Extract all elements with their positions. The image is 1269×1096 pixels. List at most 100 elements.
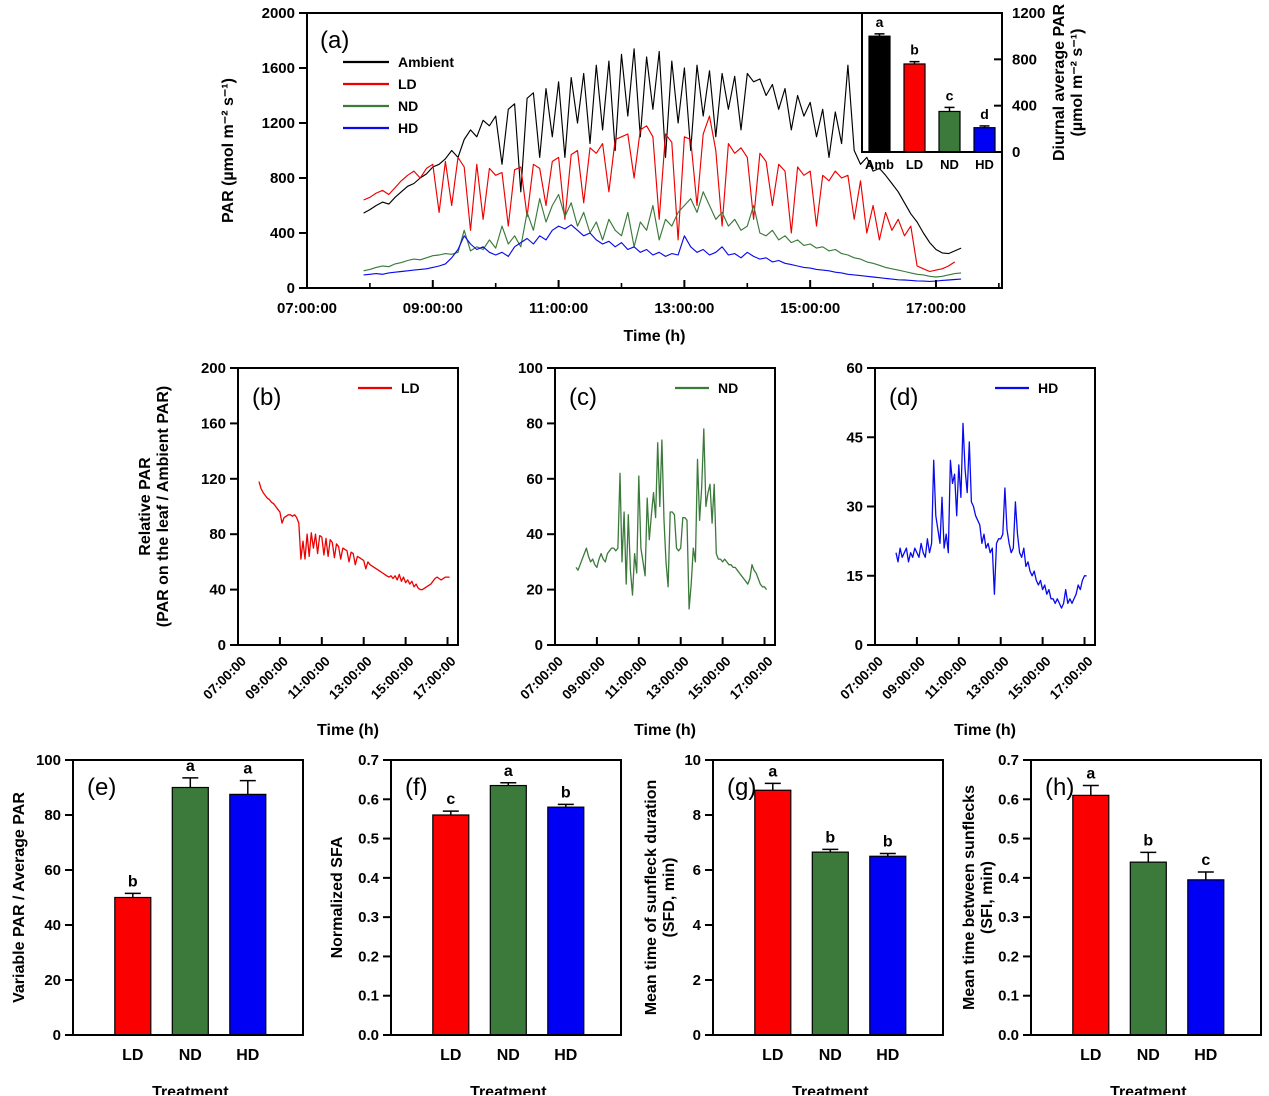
bar-hd [547,806,585,1036]
category-label-ld: LD [762,1047,783,1064]
y-tick-label: 0 [693,1027,701,1044]
x-tick-label: 15:00:00 [368,654,417,703]
y-tick-label: 100 [518,360,543,377]
panel-letter: (e) [87,774,116,801]
category-label-ld: LD [440,1047,461,1064]
plot-frame [237,367,459,646]
y-tick-label: 100 [36,752,61,769]
y-tick-label: 0.6 [358,791,379,808]
panel-letter: (a) [320,27,349,54]
category-label-hd: HD [554,1047,577,1064]
y-tick-label: 0.5 [358,831,379,848]
x-tick-label: 15:00:00 [780,300,840,317]
y-tick-label: 0.1 [358,988,379,1005]
y-axis-label: Normalized SFA [329,836,346,958]
y-axis-label: PAR (µmol m⁻² s⁻¹) [220,78,237,223]
panel-d-svg: 0 15 30 45 60 07:00:0009:00:0011:00:0013:00:0… [837,360,1096,739]
series-nd [363,191,962,278]
y-tick-label: 0.6 [998,791,1019,808]
panel-letter: (f) [405,774,428,801]
y-tick-label: 0.7 [358,752,379,769]
panel-letter: (d) [889,384,918,411]
bar-amb [868,35,891,153]
panel-h-chart: a b c 0.0 0.1 0.2 0.3 0.4 0.5 0.6 0.7 LD ND HD Mean ti… [958,745,1269,1096]
y-tick-label: 400 [1012,98,1037,115]
y-tick-label: 8 [693,807,701,824]
legend-label-nd: ND [718,380,738,396]
y-tick-label: 80 [526,415,543,432]
y-tick-label: 2000 [262,5,295,22]
y-tick-label: 0.5 [998,831,1019,848]
series-hd [363,224,962,282]
y-tick-label: 40 [209,582,226,599]
y-axis-label: Mean time of sunfleck duration(SFD, min) [643,780,678,1016]
x-tick-label: 09:00:00 [559,654,608,703]
x-axis-label: Treatment [792,1084,869,1095]
legend-label-ambient: Ambient [398,54,454,70]
y-tick-label: 2 [693,972,701,989]
x-axis-label: Treatment [1110,1084,1187,1095]
panel-c-chart: 0 20 40 60 80 100 07:00:00 09:00:00 11:00:00 13:0… [437,350,802,747]
y-tick-label: 400 [270,225,295,242]
bar-hd [1187,879,1225,1036]
x-tick-label: 11:00:00 [529,300,588,317]
y-tick-label: 20 [44,972,61,989]
y-tick-label: 40 [44,917,61,934]
y-tick-label: 1200 [262,115,295,132]
y-axis-label: Variable PAR / Average PAR [11,792,28,1003]
panel-a-chart: 0 400 800 1200 1600 2000 07:00:00 09:00:00 11:00… [175,0,1269,353]
series-ld [258,481,450,591]
x-tick-label: 15:00:00 [1005,654,1054,703]
panel-letter: (b) [252,384,281,411]
x-tick-label: 11:00:00 [285,654,333,702]
category-label-nd: ND [497,1047,520,1064]
category-label-amb: Amb [865,157,894,172]
y-tick-label: 0 [287,280,295,297]
y-tick-label: 0.2 [998,948,1019,965]
panel-g-svg: a b b 0 2 4 6 8 10 LD ND HD Mean time of sunfleck du… [643,752,944,1096]
plot-frame [72,759,304,1036]
category-label-nd: ND [819,1047,842,1064]
bar-ld [903,63,926,153]
plot-frame [861,12,1003,153]
y-tick-label: 20 [526,582,543,599]
y-tick-label: 60 [526,471,543,488]
category-label-nd: ND [940,157,959,172]
y-tick-label: 0 [1012,144,1020,161]
bar-nd [171,786,209,1036]
panel-e-svg: b a a 0 20 40 60 80 100 LD ND HD Variable PAR / Aver… [11,752,304,1096]
sig-letter: a [504,763,513,780]
panel-letter: (g) [727,774,756,801]
bar-ld [432,814,470,1036]
y-tick-label: 80 [44,807,61,824]
category-label-hd: HD [236,1047,259,1064]
legend-label-nd: ND [398,98,418,114]
sig-letter: a [1086,766,1095,783]
series-nd [575,428,768,610]
panel-g-chart: a b b 0 2 4 6 8 10 LD ND HD Mean time of sunfleck du… [640,745,952,1096]
y-tick-label: 0.0 [998,1027,1019,1044]
bar-nd [938,110,961,153]
x-tick-label: 09:00:00 [879,654,928,703]
sig-letter: a [768,763,777,780]
x-tick-label: 09:00:00 [403,300,463,317]
y-tick-label: 1200 [1012,5,1045,22]
x-tick-label: 17:00:00 [1047,654,1096,703]
y-tick-label: 10 [684,752,701,769]
plot-frame [390,759,622,1036]
bar-hd [229,793,267,1036]
legend-label-ld: LD [398,76,417,92]
sig-letter: b [825,829,835,846]
y-tick-label: 0 [535,637,543,654]
y-tick-label: 6 [693,862,701,879]
category-label-nd: ND [1137,1047,1160,1064]
sig-letter: b [1143,832,1153,849]
category-label-hd: HD [876,1047,899,1064]
x-axis-label: Time (h) [624,328,686,345]
plot-frame [1030,759,1262,1036]
x-tick-label: 07:00:00 [517,654,566,703]
series-hd [895,422,1087,609]
x-tick-label: 11:00:00 [922,654,970,702]
legend-label-ld: LD [401,380,420,396]
sig-letter: a [243,761,252,778]
